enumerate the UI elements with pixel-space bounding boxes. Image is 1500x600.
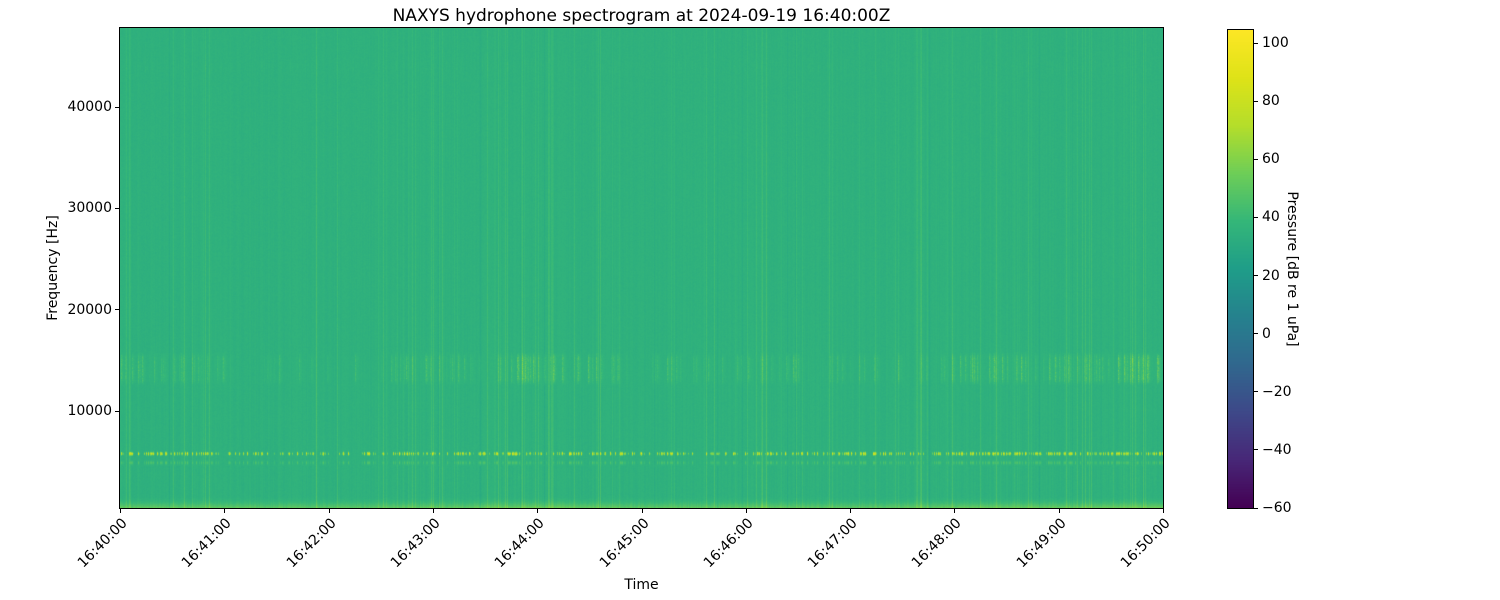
x-tick-mark <box>120 509 121 513</box>
y-tick-label: 40000 <box>67 99 112 116</box>
x-tick-mark <box>641 509 643 513</box>
colorbar-tick-label: 40 <box>1262 209 1280 226</box>
y-tick-mark <box>115 207 119 209</box>
y-tick-label: 30000 <box>67 200 112 217</box>
colorbar-tick-mark <box>1254 391 1258 393</box>
x-tick-label: 16:40:00 <box>74 515 131 572</box>
x-tick-mark <box>432 509 434 513</box>
spectrogram-heatmap <box>120 28 1163 508</box>
y-tick-mark <box>115 309 119 311</box>
colorbar-tick-mark <box>1254 100 1258 102</box>
x-tick-mark <box>1058 509 1060 513</box>
colorbar-tick-label: 100 <box>1262 35 1289 52</box>
x-tick-mark <box>1163 509 1164 513</box>
x-axis-label: Time <box>624 577 659 593</box>
colorbar-tick-mark <box>1254 216 1258 218</box>
colorbar-tick-label: 0 <box>1262 325 1271 342</box>
colorbar-tick-mark <box>1254 333 1258 335</box>
y-tick-label: 10000 <box>67 403 112 420</box>
y-tick-mark <box>115 410 119 412</box>
x-tick-mark <box>224 509 226 513</box>
x-tick-mark <box>850 509 852 513</box>
colorbar-tick-label: 60 <box>1262 151 1280 168</box>
colorbar-tick-mark <box>1254 42 1258 44</box>
chart-title: NAXYS hydrophone spectrogram at 2024-09-… <box>392 6 891 26</box>
x-tick-mark <box>537 509 539 513</box>
y-tick-mark <box>115 106 119 108</box>
x-tick-mark <box>954 509 956 513</box>
colorbar-label: Pressure [dB re 1 uPa] <box>1284 191 1300 347</box>
colorbar-tick-label: −20 <box>1262 383 1292 400</box>
x-tick-mark <box>745 509 747 513</box>
colorbar-gradient <box>1228 30 1253 508</box>
y-tick-label: 20000 <box>67 301 112 318</box>
colorbar-tick-label: 20 <box>1262 267 1280 284</box>
colorbar-tick-mark <box>1254 158 1258 160</box>
colorbar-tick-mark <box>1254 507 1258 509</box>
colorbar-tick-label: 80 <box>1262 93 1280 110</box>
colorbar-tick-label: −60 <box>1262 500 1292 516</box>
colorbar-tick-label: −40 <box>1262 441 1292 458</box>
colorbar-tick-mark <box>1254 449 1258 451</box>
colorbar-tick-mark <box>1254 275 1258 277</box>
x-tick-mark <box>328 509 330 513</box>
